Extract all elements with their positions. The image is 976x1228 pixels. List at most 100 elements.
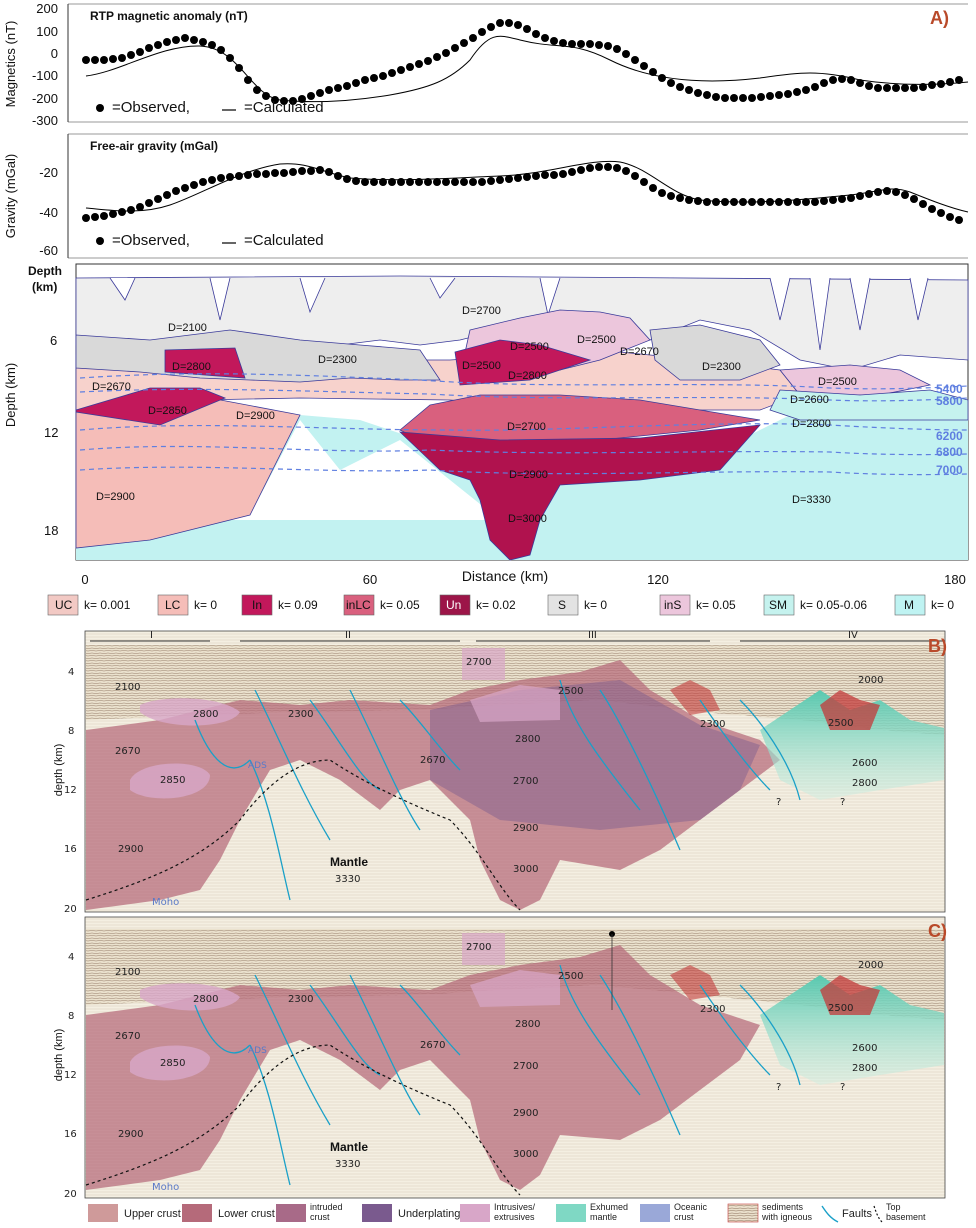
velocity-label-1: 5400 (936, 382, 963, 396)
legend-intruded-crust-swatch (276, 1204, 306, 1222)
gravity-panel: Free-air gravity (mGal) Gravity (mGal) -… (3, 133, 969, 259)
c-label-2850: 2850 (160, 1058, 185, 1069)
density-label-4: D=2300 (318, 354, 357, 366)
panel-c-ytick-8: 8 (68, 1011, 74, 1022)
c-label-2600: 2600 (852, 1043, 877, 1054)
c-label-2500a: 2500 (558, 971, 583, 982)
c-label-2300b: 2300 (700, 1004, 725, 1015)
model-ytick-18: 18 (44, 523, 58, 538)
model-xtick-180: 180 (944, 572, 966, 587)
legend-swatch-lc (157, 594, 189, 616)
c-mantle-label: Mantle (330, 1140, 368, 1154)
legend-code-lc: LC (165, 598, 181, 612)
b-mantle-label: Mantle (330, 855, 368, 869)
seismic-panel-b: I II III IV depth (km) 4 8 12 16 20 B) 2… (53, 630, 947, 915)
c-label-2670a: 2670 (115, 1031, 140, 1042)
panel-b-ytick-20: 20 (64, 904, 77, 915)
legend-intruded-crust: intruded crust (310, 1202, 343, 1222)
density-label-19: D=2800 (792, 418, 831, 430)
legend-k-un: k= 0.02 (476, 598, 516, 612)
model-ytick-12: 12 (44, 425, 58, 440)
legend-swatch-s (547, 594, 579, 616)
c-label-2800c: 2800 (852, 1063, 877, 1074)
magnetics-observed-points (82, 19, 963, 105)
model-xtick-0: 0 (81, 572, 88, 587)
density-label-15: D=2900 (509, 469, 548, 481)
gravity-title: Free-air gravity (mGal) (90, 139, 218, 153)
legend-oceanic-swatch (640, 1204, 670, 1222)
mag-tick-minus200: -200 (32, 91, 58, 106)
legend-oceanic: Oceanic crust (674, 1202, 708, 1222)
legend-k-lc: k= 0 (194, 598, 217, 612)
c-label-2700b: 2700 (513, 1061, 538, 1072)
panel-b-ylabel: depth (km) (53, 744, 65, 797)
c-label-q2: ? (840, 1082, 845, 1093)
legend-swatch-in (241, 594, 273, 616)
b-label-2700b: 2700 (513, 776, 538, 787)
c-mantle-density: 3330 (335, 1159, 360, 1170)
c-label-moho: Moho (152, 1182, 179, 1193)
mag-tick-200: 200 (36, 1, 58, 16)
c-label-2800a: 2800 (193, 994, 218, 1005)
model-ytick-6: 6 (50, 333, 57, 348)
velocity-label-5: 7000 (936, 463, 963, 477)
model-legend: UC k= 0.001 LC k= 0 In k= 0.09 inLC k= 0… (47, 594, 954, 616)
density-label-12: D=2850 (148, 405, 187, 417)
legend-code-in: In (252, 598, 262, 612)
density-label-7: D=2500 (577, 334, 616, 346)
density-label-8: D=2670 (620, 346, 659, 358)
legend-code-m: M (904, 598, 914, 612)
b-label-2800c: 2800 (852, 778, 877, 789)
panel-c-ytick-16: 16 (64, 1129, 77, 1140)
c-label-2900a: 2900 (118, 1129, 143, 1140)
density-label-18: D=2600 (790, 394, 829, 406)
mag-tick-0: 0 (51, 46, 58, 61)
mag-tick-minus100: -100 (32, 68, 58, 83)
c-label-3000: 3000 (513, 1149, 538, 1160)
density-label-11: D=2670 (92, 381, 131, 393)
c-label-2500b: 2500 (828, 1003, 853, 1014)
b-label-2850: 2850 (160, 775, 185, 786)
legend-code-uc: UC (55, 598, 73, 612)
density-label-20: D=2500 (818, 376, 857, 388)
b-label-2800a: 2800 (193, 709, 218, 720)
panel-a-letter: A) (930, 8, 949, 28)
top-basement-b (85, 759, 521, 911)
grav-legend-dot (96, 237, 104, 245)
density-label-14: D=2700 (507, 421, 546, 433)
panel-b-ytick-12: 12 (64, 785, 77, 796)
model-ylabel: Depth (km) (3, 363, 18, 427)
b-label-2500b: 2500 (828, 718, 853, 729)
b-mantle-density: 3330 (335, 874, 360, 885)
legend-top-basement: Top basement (886, 1202, 926, 1222)
legend-upper-crust: Upper crust (124, 1208, 181, 1220)
gravity-ylabel: Gravity (mGal) (3, 154, 18, 239)
c-label-2670b: 2670 (420, 1040, 445, 1051)
mag-tick-100: 100 (36, 24, 58, 39)
segment-ii: II (345, 630, 351, 641)
c-label-2300a: 2300 (288, 994, 313, 1005)
velocity-label-4: 6800 (936, 445, 963, 459)
gravity-calculated-curve (85, 160, 969, 213)
legend-exhumed: Exhumed mantle (590, 1202, 629, 1222)
c-label-2100: 2100 (115, 967, 140, 978)
b-label-2900b: 2900 (513, 823, 538, 834)
panel-b-ytick-8: 8 (68, 726, 74, 737)
panel-c-ytick-12: 12 (64, 1070, 77, 1081)
b-label-2000: 2000 (858, 675, 883, 686)
legend-k-ins: k= 0.05 (696, 598, 736, 612)
gravity-observed-points (82, 163, 963, 224)
panel-c-letter: C) (928, 921, 947, 941)
density-label-13: D=2900 (236, 410, 275, 422)
legend-k-s: k= 0 (584, 598, 607, 612)
c-label-ads: ADS (248, 1046, 267, 1056)
legend-code-ins: inS (664, 598, 681, 612)
c-label-2700a: 2700 (466, 942, 491, 953)
panel-b-letter: B) (928, 636, 947, 656)
legend-upper-crust-swatch (88, 1204, 118, 1222)
b-label-moho: Moho (152, 897, 179, 908)
model-xtick-60: 60 (363, 572, 377, 587)
legend-exhumed-swatch (556, 1204, 586, 1222)
velocity-label-2: 5800 (936, 394, 963, 408)
